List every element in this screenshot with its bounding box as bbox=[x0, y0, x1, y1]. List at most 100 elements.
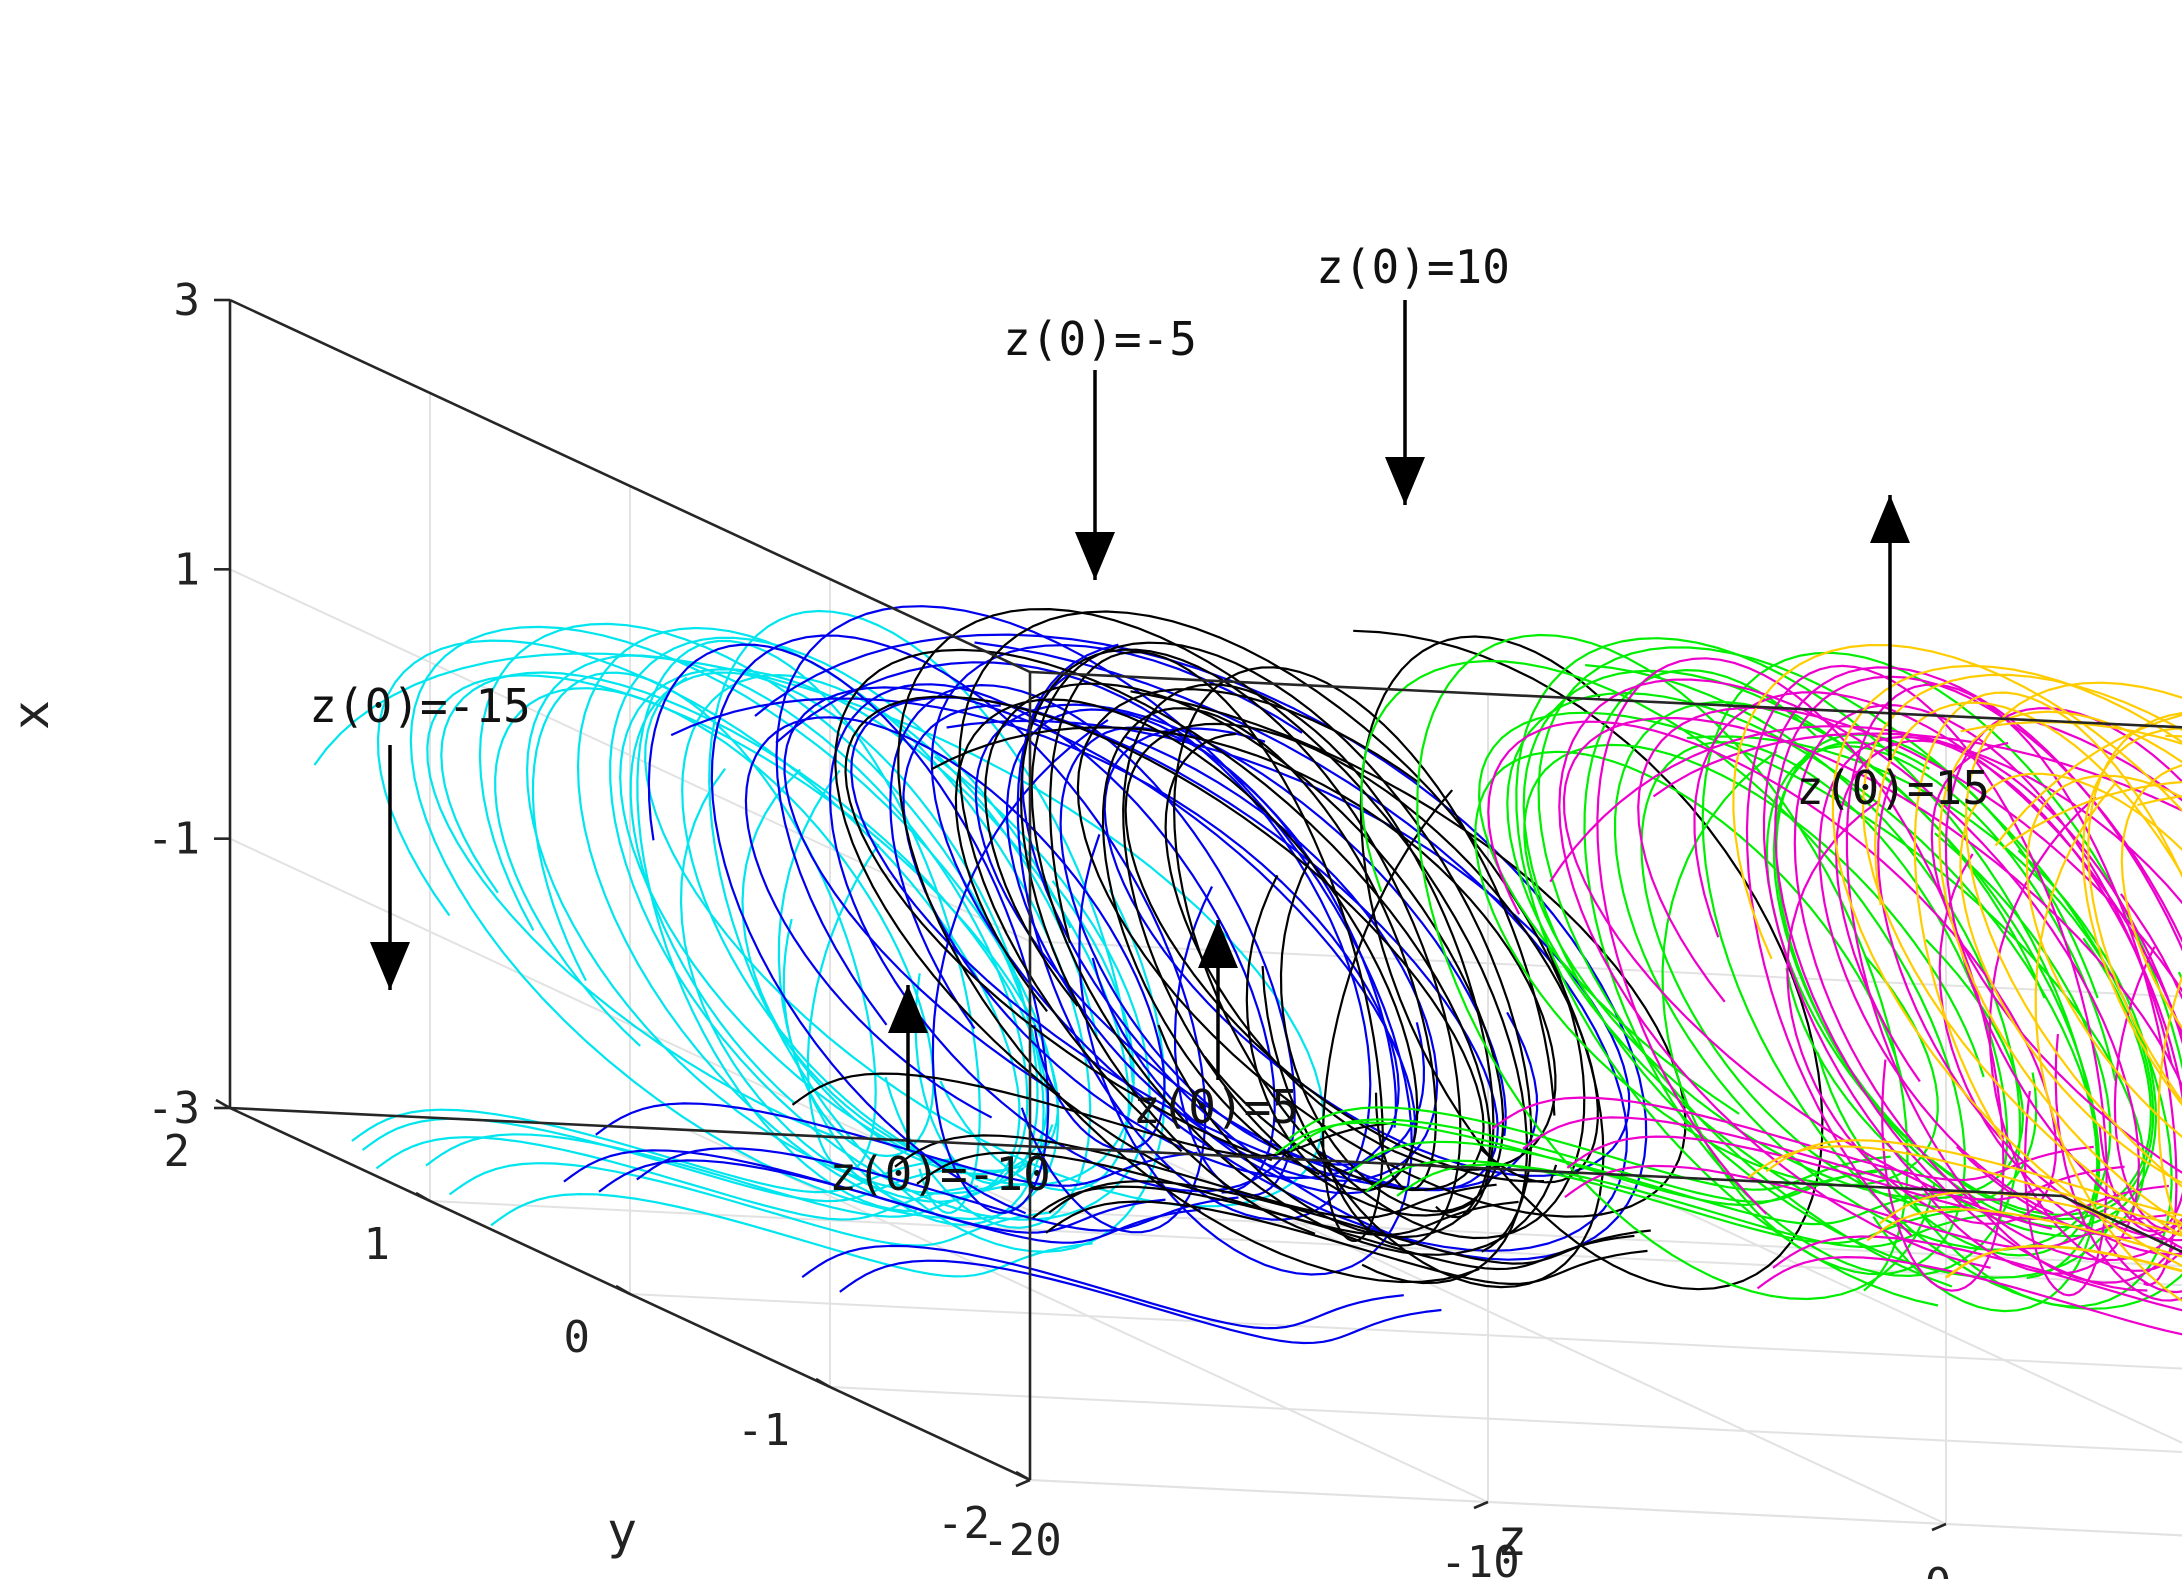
trajectory-line bbox=[1522, 669, 2121, 1280]
annotation: z(0)=5 bbox=[1133, 920, 1299, 1134]
trajectory-line bbox=[801, 1244, 1404, 1330]
trajectory-line bbox=[490, 1192, 1093, 1278]
annotation-label: z(0)=-15 bbox=[309, 679, 531, 733]
trajectory-line bbox=[426, 674, 1060, 1173]
trajectory-line bbox=[1772, 1235, 2182, 1312]
trajectory-line bbox=[1416, 633, 1936, 1301]
trajectory-line bbox=[1964, 681, 2182, 1188]
trajectory-line bbox=[1288, 1118, 1892, 1203]
z-tick-label: 0 bbox=[1925, 1559, 1952, 1579]
trajectory-line bbox=[1938, 710, 2182, 1225]
trajectory-line bbox=[1596, 657, 2005, 1292]
trajectory-line bbox=[647, 643, 1109, 1214]
trajectory-line bbox=[1583, 664, 2022, 1278]
annotation: z(0)=15 bbox=[1796, 495, 1990, 815]
trajectory-line bbox=[1818, 735, 2182, 1233]
trajectory-line bbox=[636, 1147, 1239, 1232]
annotation-label: z(0)=-5 bbox=[1003, 312, 1197, 366]
trajectory-line bbox=[2025, 774, 2182, 1139]
x-tick-label: -1 bbox=[147, 814, 200, 865]
z-tick-label: -20 bbox=[982, 1515, 1061, 1566]
trajectory-line bbox=[351, 1108, 954, 1194]
x-tick-label: 3 bbox=[174, 275, 201, 326]
trajectory-line bbox=[889, 683, 1297, 1197]
trajectory-line bbox=[930, 641, 1629, 1252]
trajectory-line bbox=[974, 703, 1539, 1191]
trajectory-line bbox=[984, 682, 1505, 1213]
trajectory-line bbox=[1835, 739, 2182, 1231]
trajectory-line bbox=[409, 625, 1060, 1221]
trajectory-line bbox=[710, 634, 1207, 1234]
y-tick-label: 2 bbox=[164, 1126, 191, 1177]
trajectory-line bbox=[525, 654, 1054, 1195]
trajectory-line bbox=[828, 683, 1291, 1194]
trajectory-line bbox=[531, 671, 880, 1173]
trajectory-line bbox=[791, 1072, 1395, 1158]
trajectory-line bbox=[1878, 1190, 2182, 1237]
trajectories bbox=[313, 605, 2182, 1345]
trajectory-line bbox=[1637, 706, 2182, 1256]
trajectory-line bbox=[1396, 1163, 1999, 1249]
box-edge bbox=[229, 1106, 2063, 1198]
trajectory-line bbox=[1765, 1139, 2182, 1217]
trajectory-line bbox=[1866, 1208, 2182, 1258]
arrow-head-icon bbox=[370, 942, 410, 990]
y-tick-label: -2 bbox=[937, 1498, 990, 1549]
trajectory-line bbox=[1913, 691, 2182, 1142]
annotation-label: z(0)=5 bbox=[1133, 1080, 1299, 1134]
trajectory-line bbox=[1756, 1255, 2182, 1336]
trajectory-line bbox=[1076, 688, 1687, 1218]
trajectory-line bbox=[1537, 646, 2173, 1308]
arrow-head-icon bbox=[1385, 457, 1425, 505]
z-tick-label: -10 bbox=[1440, 1537, 1519, 1579]
trajectory-line bbox=[1640, 741, 2038, 1209]
trajectory-line bbox=[1549, 725, 2182, 1242]
x-axis-label: x bbox=[2, 700, 60, 730]
annotations: z(0)=-15 z(0)=-10 z(0)=-5 z(0)=5 z(0)=10 z(0)… bbox=[309, 240, 1990, 1201]
trajectory-line bbox=[1959, 772, 2182, 1184]
trajectory-line bbox=[1775, 733, 2157, 1229]
annotation-label: z(0)=15 bbox=[1796, 761, 1990, 815]
trajectory-line bbox=[375, 1136, 979, 1221]
annotation: z(0)=-15 bbox=[309, 679, 531, 990]
trajectory-line bbox=[1032, 1185, 1635, 1271]
annotation: z(0)=10 bbox=[1316, 240, 1510, 505]
trajectory-line bbox=[844, 695, 1485, 1192]
trajectory-line bbox=[1874, 701, 2182, 1237]
arrow-head-icon bbox=[1198, 920, 1238, 968]
trajectory-line bbox=[361, 1117, 965, 1203]
trajectory-line bbox=[1747, 1145, 2182, 1227]
trajectory-line bbox=[1048, 650, 1454, 1243]
trajectory-line bbox=[636, 639, 981, 1214]
trajectory-line bbox=[1353, 629, 1824, 1291]
trajectory-line bbox=[494, 687, 935, 1158]
trajectory-line bbox=[1774, 675, 2182, 1294]
trajectory-line bbox=[609, 636, 1151, 1221]
trajectory-line bbox=[448, 1162, 1052, 1247]
z-axis-label: z bbox=[1497, 1509, 1527, 1567]
trajectory-line bbox=[1845, 683, 2178, 1287]
arrow-head-icon bbox=[1870, 495, 1910, 543]
annotation-label: z(0)=10 bbox=[1316, 240, 1510, 294]
trajectory-line bbox=[1564, 1164, 2167, 1250]
trajectory-line bbox=[1861, 673, 2182, 1237]
trajectory-line bbox=[783, 686, 1417, 1195]
trajectory-line bbox=[894, 1134, 1497, 1219]
trajectory-line bbox=[1045, 1200, 1648, 1286]
box-edge bbox=[1029, 670, 2182, 729]
arrow-head-icon bbox=[1075, 532, 1115, 580]
trajectory-line bbox=[1172, 666, 1586, 1240]
series-5 bbox=[1274, 633, 2182, 1313]
box-edge bbox=[229, 298, 1031, 674]
axes-box bbox=[214, 298, 2182, 1532]
trajectory-line bbox=[1348, 1140, 1951, 1226]
trajectory-line bbox=[1960, 721, 2182, 1107]
series--15 bbox=[313, 609, 1325, 1278]
trajectory-line bbox=[1558, 678, 2140, 1275]
trajectory-line bbox=[1762, 666, 2182, 1302]
annotation-label: z(0)=-10 bbox=[829, 1147, 1051, 1201]
trajectory-line bbox=[1946, 1244, 2182, 1279]
trajectory-line bbox=[958, 610, 1605, 1289]
